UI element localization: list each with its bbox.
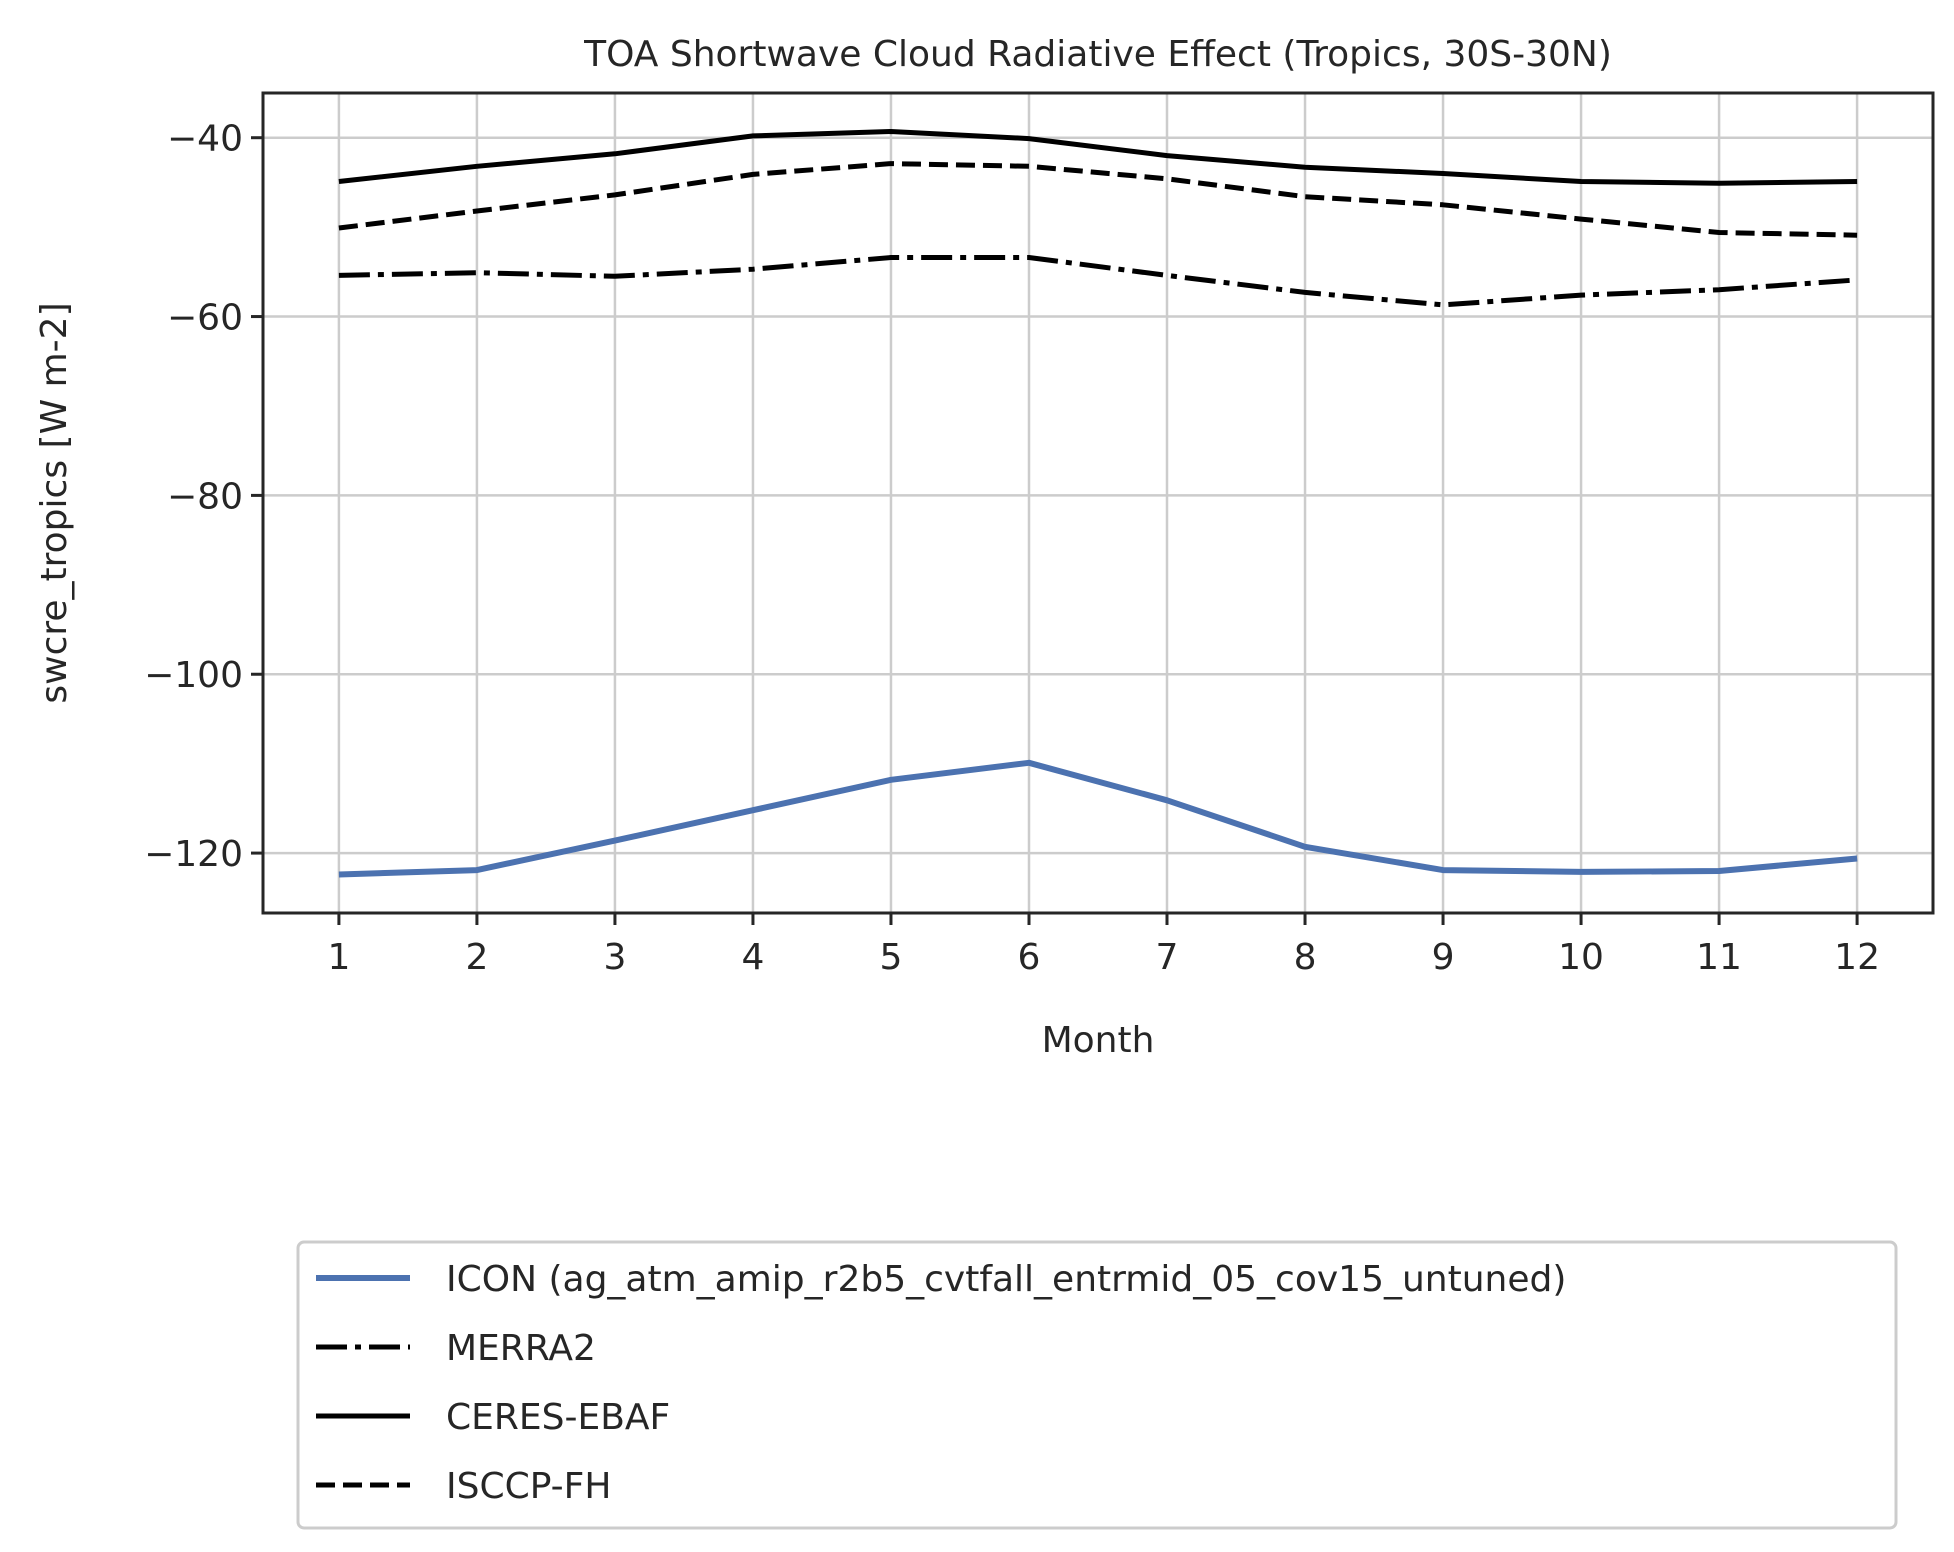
series-line-icon xyxy=(338,759,1858,878)
legend-label-ceres-ebaf: CERES-EBAF xyxy=(446,1397,670,1438)
x-tick-label: 3 xyxy=(603,937,626,978)
x-axis-label: Month xyxy=(1042,1020,1155,1061)
x-tick-label: 4 xyxy=(742,937,765,978)
x-tick-label: 11 xyxy=(1696,937,1742,978)
x-tick-label: 1 xyxy=(327,937,350,978)
x-tick-label: 9 xyxy=(1432,937,1455,978)
legend-label-icon: ICON (ag_atm_amip_r2b5_cvtfall_entrmid_0… xyxy=(446,1259,1566,1300)
legend-box xyxy=(296,1240,1898,1530)
y-tick-label: −80 xyxy=(167,476,243,517)
x-tick-label: 7 xyxy=(1156,937,1179,978)
y-tick-label: −100 xyxy=(144,655,243,696)
x-tick-label: 6 xyxy=(1018,937,1041,978)
x-tick-label: 12 xyxy=(1834,937,1880,978)
legend-label-isccp-fh: ISCCP-FH xyxy=(446,1466,611,1507)
series-line-ceres-ebaf xyxy=(338,129,1858,186)
x-tick-label: 5 xyxy=(880,937,903,978)
series-line-merra2 xyxy=(338,255,1858,308)
y-tick-label: −120 xyxy=(144,834,243,875)
series-line-isccp-fh xyxy=(338,161,1858,238)
chart-title: TOA Shortwave Cloud Radiative Effect (Tr… xyxy=(583,34,1612,75)
legend: ICON (ag_atm_amip_r2b5_cvtfall_entrmid_0… xyxy=(296,1240,1898,1530)
x-tick-label: 10 xyxy=(1558,937,1604,978)
x-tick-label: 8 xyxy=(1294,937,1317,978)
y-tick-label: −60 xyxy=(167,298,243,339)
x-tick-label: 2 xyxy=(465,937,488,978)
y-axis-label: swcre_tropics [W m-2] xyxy=(34,302,75,703)
legend-label-merra2: MERRA2 xyxy=(446,1328,596,1369)
plot-area-frame xyxy=(261,91,1935,915)
y-tick-label: −40 xyxy=(167,119,243,160)
